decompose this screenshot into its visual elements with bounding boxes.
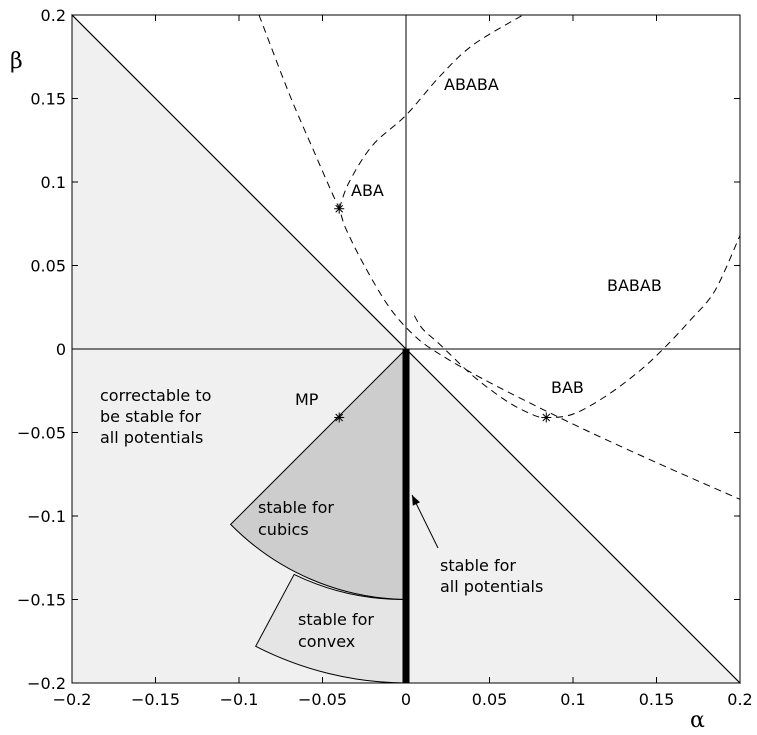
convex-label-line-1: stable for [298, 610, 374, 629]
x-tick-label: 0.05 [472, 690, 508, 709]
correctable-label-line-2: be stable for [100, 407, 201, 426]
x-tick-label: −0.05 [298, 690, 347, 709]
correctable-label-line-3: all potentials [100, 428, 203, 447]
curve-aba [258, 14, 741, 500]
curve-ababa [338, 14, 524, 209]
y-tick-label: −0.05 [17, 424, 66, 443]
y-tick-label: 0 [56, 340, 66, 359]
cubics-label-line-2: cubics [258, 520, 309, 539]
y-tick-label: −0.2 [27, 674, 66, 693]
curves-layer [258, 14, 741, 500]
y-tick-label: −0.1 [27, 507, 66, 526]
y-axis-label: β [10, 49, 23, 74]
curve-label-aba: ABA [351, 181, 384, 200]
x-tick-label: 0 [401, 690, 411, 709]
y-tick-label: 0.1 [41, 173, 66, 192]
curve-label-babab: BABAB [607, 276, 662, 295]
marker-bab [541, 412, 552, 423]
y-tick-label: 0.2 [41, 6, 66, 25]
markers-layer [334, 203, 552, 423]
y-tick-label: 0.15 [30, 90, 66, 109]
annotation-arrow-head [412, 495, 420, 506]
x-axis-label: α [690, 708, 705, 733]
correctable-label-line-1: correctable to [100, 386, 211, 405]
ticks-layer: −0.2 −0.15 −0.1 −0.05 0 0.05 0.1 0.15 0.2 −0.2 −0.… [17, 6, 753, 709]
all-potentials-label-line-1: stable for [440, 556, 516, 575]
curve-bab [413, 235, 741, 419]
x-tick-label: 0.1 [560, 690, 585, 709]
x-tick-label: −0.15 [131, 690, 180, 709]
y-tick-label: −0.15 [17, 591, 66, 610]
all-potentials-label-line-2: all potentials [440, 577, 543, 596]
region-cubic [229, 347, 407, 601]
x-tick-label: 0.15 [639, 690, 675, 709]
curve-label-bab: BAB [551, 378, 584, 397]
x-tick-label: −0.1 [220, 690, 259, 709]
y-tick-label: 0.05 [30, 257, 66, 276]
x-tick-label: −0.2 [53, 690, 92, 709]
x-tick-label: 0.2 [727, 690, 752, 709]
curve-label-ababa: ABABA [444, 75, 499, 94]
marker-label-mp: MP [295, 390, 319, 409]
marker-aba [334, 203, 345, 214]
cubics-label-line-1: stable for [258, 498, 334, 517]
convex-label-line-2: convex [298, 632, 355, 651]
marker-mp [334, 412, 345, 423]
